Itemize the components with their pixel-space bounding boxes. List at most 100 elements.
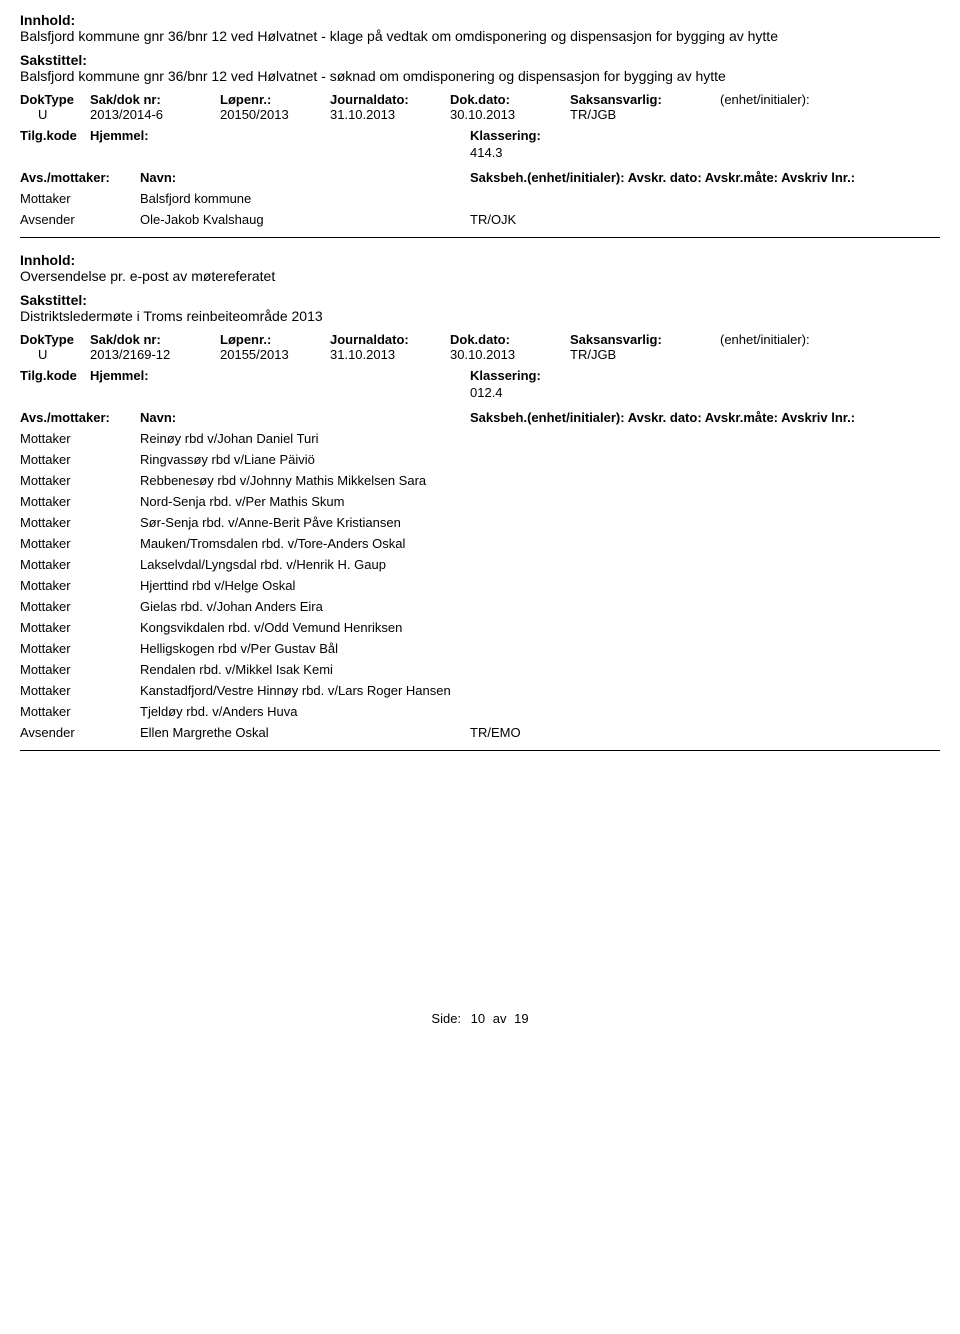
av-label: av — [493, 1011, 507, 1026]
party-role: Avsender — [20, 725, 140, 740]
party-role: Mottaker — [20, 431, 140, 446]
party-row: Mottaker Tjeldøy rbd. v/Anders Huva — [20, 704, 940, 719]
party-role: Mottaker — [20, 662, 140, 677]
party-role: Mottaker — [20, 599, 140, 614]
party-row: Mottaker Sør-Senja rbd. v/Anne-Berit Påv… — [20, 515, 940, 530]
party-name: Gielas rbd. v/Johan Anders Eira — [140, 599, 470, 614]
meta-header-row: DokType Sak/dok nr: Løpenr.: Journaldato… — [20, 92, 940, 107]
val-enhet — [720, 107, 860, 122]
sakstittel-text: Distriktsledermøte i Troms reinbeiteområ… — [20, 308, 940, 324]
party-code: TR/EMO — [470, 725, 590, 740]
party-row: Mottaker Hjerttind rbd v/Helge Oskal — [20, 578, 940, 593]
tilg-row: Tilg.kode Hjemmel: Klassering: — [20, 368, 940, 383]
val-lopenr: 20150/2013 — [220, 107, 330, 122]
col-avs-mottaker: Avs./mottaker: — [20, 410, 140, 425]
innhold-text: Balsfjord kommune gnr 36/bnr 12 ved Hølv… — [20, 28, 940, 44]
val-ddato: 30.10.2013 — [450, 107, 570, 122]
party-name: Rebbenesøy rbd v/Johnny Mathis Mikkelsen… — [140, 473, 470, 488]
party-role: Mottaker — [20, 494, 140, 509]
val-ddato: 30.10.2013 — [450, 347, 570, 362]
party-role: Mottaker — [20, 620, 140, 635]
party-code: TR/OJK — [470, 212, 590, 227]
col-sakdok: Sak/dok nr: — [90, 92, 220, 107]
page-footer: Side: 10 av 19 — [20, 1011, 940, 1046]
col-saksansvarlig: Saksansvarlig: — [570, 92, 720, 107]
party-row: Mottaker Helligskogen rbd v/Per Gustav B… — [20, 641, 940, 656]
party-name: Balsfjord kommune — [140, 191, 470, 206]
meta-value-row: U 2013/2169-12 20155/2013 31.10.2013 30.… — [20, 347, 940, 362]
party-row: Mottaker Gielas rbd. v/Johan Anders Eira — [20, 599, 940, 614]
col-enhet: (enhet/initialer): — [720, 92, 860, 107]
col-dokdato: Dok.dato: — [450, 92, 570, 107]
val-doktype: U — [20, 347, 90, 362]
col-navn: Navn: — [140, 170, 470, 185]
page-total: 19 — [514, 1011, 528, 1026]
tilgkode-label: Tilg.kode — [20, 128, 90, 143]
col-doktype: DokType — [20, 332, 90, 347]
party-role: Mottaker — [20, 578, 140, 593]
klassering-value: 012.4 — [470, 385, 940, 400]
col-navn: Navn: — [140, 410, 470, 425]
journal-entry: Innhold: Oversendelse pr. e-post av møte… — [20, 252, 940, 751]
val-sakdok: 2013/2014-6 — [90, 107, 220, 122]
journal-entry: Innhold: Balsfjord kommune gnr 36/bnr 12… — [20, 12, 940, 238]
val-doktype: U — [20, 107, 90, 122]
party-role: Mottaker — [20, 683, 140, 698]
party-name: Kanstadfjord/Vestre Hinnøy rbd. v/Lars R… — [140, 683, 470, 698]
party-row: Mottaker Mauken/Tromsdalen rbd. v/Tore-A… — [20, 536, 940, 551]
party-row: Mottaker Balsfjord kommune — [20, 191, 940, 206]
meta-value-row: U 2013/2014-6 20150/2013 31.10.2013 30.1… — [20, 107, 940, 122]
party-role: Mottaker — [20, 536, 140, 551]
page-number: 10 — [471, 1011, 485, 1026]
col-sakdok: Sak/dok nr: — [90, 332, 220, 347]
sakstittel-label: Sakstittel: — [20, 52, 940, 68]
sakstittel-text: Balsfjord kommune gnr 36/bnr 12 ved Hølv… — [20, 68, 940, 84]
party-role: Mottaker — [20, 557, 140, 572]
tilg-row: Tilg.kode Hjemmel: Klassering: — [20, 128, 940, 143]
party-name: Kongsvikdalen rbd. v/Odd Vemund Henrikse… — [140, 620, 470, 635]
col-avs-mottaker: Avs./mottaker: — [20, 170, 140, 185]
col-dokdato: Dok.dato: — [450, 332, 570, 347]
col-saksbeh: Saksbeh.(enhet/initialer): Avskr. dato: … — [470, 170, 940, 185]
party-row: Mottaker Nord-Senja rbd. v/Per Mathis Sk… — [20, 494, 940, 509]
klassering-value: 414.3 — [470, 145, 940, 160]
avs-mottaker-header: Avs./mottaker: Navn: Saksbeh.(enhet/init… — [20, 410, 940, 425]
innhold-label: Innhold: — [20, 12, 940, 28]
party-role: Mottaker — [20, 641, 140, 656]
klassering-label: Klassering: — [470, 368, 590, 383]
party-row: Mottaker Rendalen rbd. v/Mikkel Isak Kem… — [20, 662, 940, 677]
col-journaldato: Journaldato: — [330, 92, 450, 107]
val-saks: TR/JGB — [570, 347, 720, 362]
val-sakdok: 2013/2169-12 — [90, 347, 220, 362]
party-role: Mottaker — [20, 515, 140, 530]
col-saksansvarlig: Saksansvarlig: — [570, 332, 720, 347]
col-lopenr: Løpenr.: — [220, 92, 330, 107]
party-row: Mottaker Reinøy rbd v/Johan Daniel Turi — [20, 431, 940, 446]
tilgkode-label: Tilg.kode — [20, 368, 90, 383]
party-role: Mottaker — [20, 452, 140, 467]
party-role: Mottaker — [20, 704, 140, 719]
party-name: Hjerttind rbd v/Helge Oskal — [140, 578, 470, 593]
party-row: Mottaker Rebbenesøy rbd v/Johnny Mathis … — [20, 473, 940, 488]
val-enhet — [720, 347, 860, 362]
party-role: Avsender — [20, 212, 140, 227]
party-name: Tjeldøy rbd. v/Anders Huva — [140, 704, 470, 719]
party-name: Lakselvdal/Lyngsdal rbd. v/Henrik H. Gau… — [140, 557, 470, 572]
avs-mottaker-header: Avs./mottaker: Navn: Saksbeh.(enhet/init… — [20, 170, 940, 185]
party-row: Mottaker Kongsvikdalen rbd. v/Odd Vemund… — [20, 620, 940, 635]
val-lopenr: 20155/2013 — [220, 347, 330, 362]
party-row: Avsender Ole-Jakob Kvalshaug TR/OJK — [20, 212, 940, 227]
col-journaldato: Journaldato: — [330, 332, 450, 347]
side-label: Side: — [431, 1011, 461, 1026]
innhold-label: Innhold: — [20, 252, 940, 268]
party-row: Mottaker Ringvassøy rbd v/Liane Päiviö — [20, 452, 940, 467]
hjemmel-label: Hjemmel: — [90, 128, 470, 143]
val-jdato: 31.10.2013 — [330, 107, 450, 122]
col-doktype: DokType — [20, 92, 90, 107]
party-name: Rendalen rbd. v/Mikkel Isak Kemi — [140, 662, 470, 677]
party-name: Ole-Jakob Kvalshaug — [140, 212, 470, 227]
party-name: Ringvassøy rbd v/Liane Päiviö — [140, 452, 470, 467]
party-row: Mottaker Lakselvdal/Lyngsdal rbd. v/Henr… — [20, 557, 940, 572]
innhold-text: Oversendelse pr. e-post av møtereferatet — [20, 268, 940, 284]
col-saksbeh: Saksbeh.(enhet/initialer): Avskr. dato: … — [470, 410, 940, 425]
